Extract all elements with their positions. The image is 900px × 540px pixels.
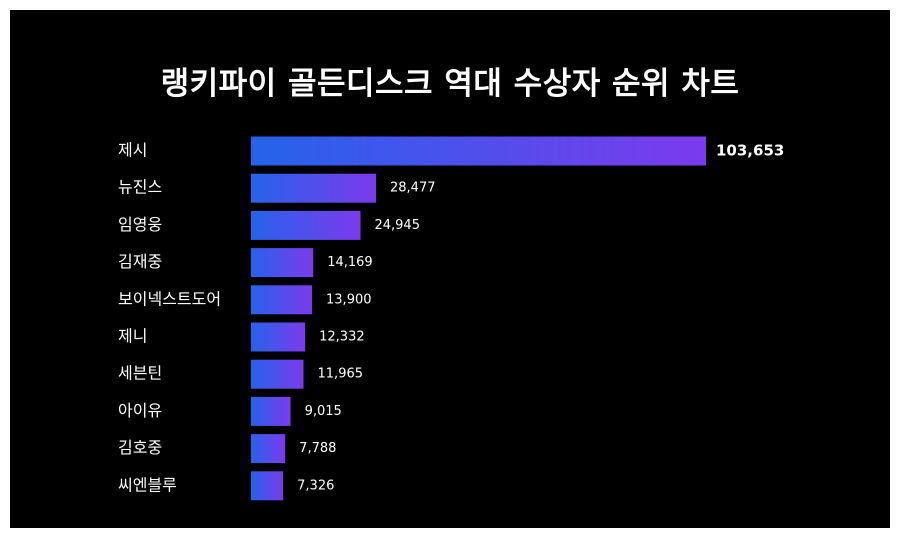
bar [251,136,706,166]
chart-frame: 랭키파이 골든디스크 역대 수상자 순위 차트 제시 103,653 뉴진스 28,4… [10,10,890,528]
category-label: 세븐틴 [118,364,162,383]
bar [251,248,314,278]
category-label: 제니 [118,327,147,346]
bar [251,471,284,501]
value-label: 7,326 [297,478,334,493]
bar [251,173,377,203]
category-label: 김호중 [118,438,162,457]
value-label: 7,788 [299,441,336,456]
bar [251,359,304,389]
bar [251,322,306,352]
category-label: 김재중 [118,252,162,271]
value-label: 28,477 [390,181,436,196]
value-label: 103,653 [716,142,784,160]
value-label: 13,900 [326,292,372,307]
bar [251,434,286,464]
bar-chart: 제시 103,653 뉴진스 28,477 임영웅 24,945 김재중 14,169 보이넥스… [118,136,784,501]
bar [251,396,291,426]
bars-group: 제시 103,653 뉴진스 28,477 임영웅 24,945 김재중 14,169 보이넥스… [118,136,784,501]
category-label: 씨엔블루 [118,475,177,494]
category-label: 임영웅 [118,215,162,234]
category-label: 제시 [118,141,147,160]
chart-title: 랭키파이 골든디스크 역대 수상자 순위 차트 [160,66,740,102]
bar [251,285,313,315]
bar [251,210,361,240]
category-label: 아이유 [118,401,162,420]
category-label: 뉴진스 [118,178,162,197]
value-label: 14,169 [327,255,373,270]
value-label: 11,965 [318,367,364,382]
value-label: 24,945 [374,218,420,233]
value-label: 12,332 [319,330,365,345]
category-label: 보이넥스트도어 [118,289,221,308]
value-label: 9,015 [305,404,342,419]
